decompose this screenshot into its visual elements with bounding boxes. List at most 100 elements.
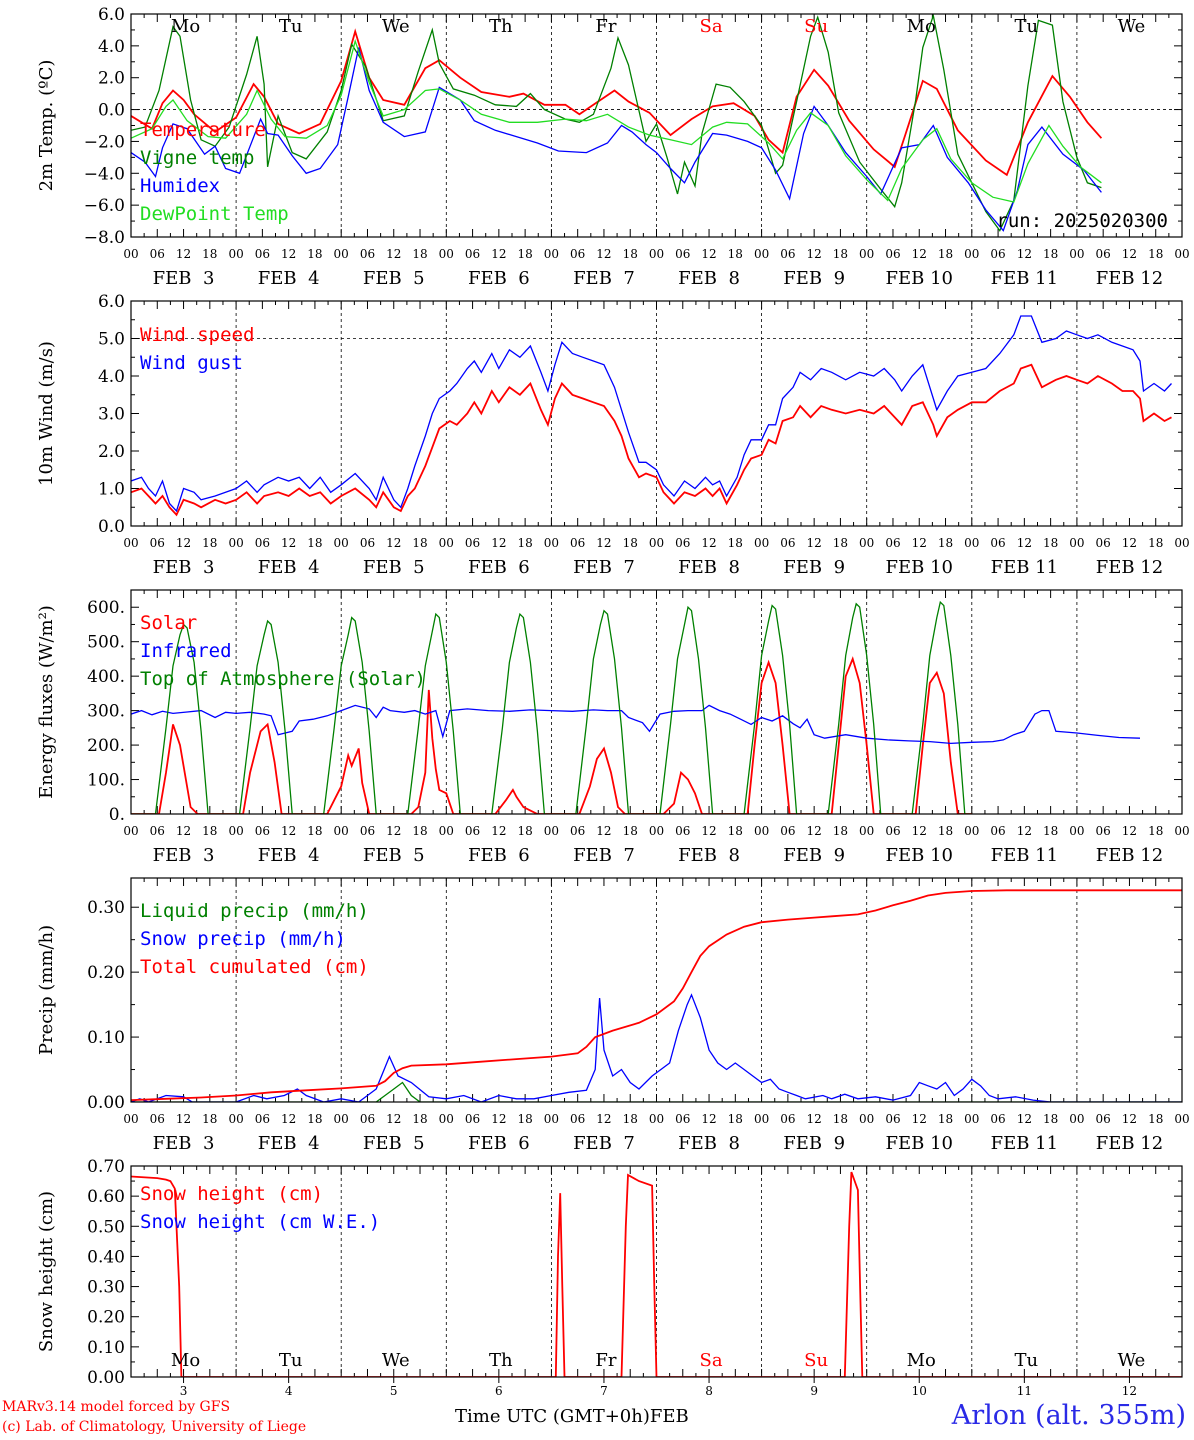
x-tick-label: 18 xyxy=(307,536,322,550)
date-label: FEB 3 xyxy=(153,557,215,578)
x-tick-label: 18 xyxy=(938,536,953,550)
y-tick-label: −2.0 xyxy=(84,132,125,152)
x-tick-label: 00 xyxy=(1069,1112,1084,1126)
x-tick-label: 06 xyxy=(150,1112,165,1126)
x-tick-label: 18 xyxy=(938,824,953,838)
x-tick-label: 12 xyxy=(1122,536,1137,550)
x-tick-label: 06 xyxy=(150,824,165,838)
date-label: FEB 12 xyxy=(1096,268,1163,289)
day-of-week-label: Fr xyxy=(595,16,616,37)
x-tick-label: 12 xyxy=(491,1112,506,1126)
y-axis-label: Snow height (cm) xyxy=(36,1191,57,1352)
x-tick-label: 06 xyxy=(570,824,585,838)
panel-frame xyxy=(130,13,1183,238)
x-tick-label: 12 xyxy=(701,824,716,838)
date-label: FEB 10 xyxy=(886,1133,953,1154)
panel-snow: 3 4 5 6 7 8 9 10 11 12 0.00 0.10 0.20 0.30 0.40 0.50 0.6… xyxy=(36,1157,1183,1398)
day-of-week-label: Tu xyxy=(279,16,303,37)
x-tick-label: 12 xyxy=(491,247,506,261)
y-tick-label: 4.0 xyxy=(98,37,125,57)
y-tick-label: 200. xyxy=(87,736,125,756)
y-tick-label: 0.0 xyxy=(98,517,125,537)
y-tick-label: 1.0 xyxy=(98,480,125,500)
day-number-label: 8 xyxy=(705,1384,713,1398)
series-line-snow-height-cm- xyxy=(131,1171,1182,1377)
date-label: FEB 6 xyxy=(468,557,530,578)
x-tick-label: 18 xyxy=(517,824,532,838)
x-tick-label: 18 xyxy=(1148,824,1163,838)
legend-entry: Total cumulated (cm) xyxy=(140,956,369,978)
legend-entry: Temperature xyxy=(140,119,266,141)
date-label: FEB 11 xyxy=(991,1133,1058,1154)
date-label: FEB 3 xyxy=(153,268,215,289)
x-tick-label: 12 xyxy=(281,1112,296,1126)
x-tick-label: 18 xyxy=(412,536,427,550)
day-of-week-label: Su xyxy=(804,1350,828,1371)
x-tick-label: 06 xyxy=(675,824,690,838)
date-label: FEB 9 xyxy=(783,845,845,866)
legend-entry: DewPoint Temp xyxy=(140,203,289,225)
x-tick-label: 00 xyxy=(123,1112,138,1126)
x-tick-label: 00 xyxy=(544,536,559,550)
x-tick-label: 06 xyxy=(150,247,165,261)
x-tick-label: 12 xyxy=(281,536,296,550)
date-label: FEB 6 xyxy=(468,1133,530,1154)
y-tick-label: 6.0 xyxy=(98,5,125,25)
x-tick-label: 12 xyxy=(1017,824,1032,838)
x-tick-label: 12 xyxy=(386,536,401,550)
date-label: FEB 9 xyxy=(783,1133,845,1154)
x-tick-label: 18 xyxy=(1043,247,1058,261)
y-tick-label: 0.30 xyxy=(87,898,125,918)
legend-entry: Snow height (cm W.E.) xyxy=(140,1211,380,1233)
date-label: FEB 9 xyxy=(783,268,845,289)
x-tick-label: 06 xyxy=(675,536,690,550)
x-tick-label: 12 xyxy=(176,536,191,550)
x-tick-label: 12 xyxy=(386,247,401,261)
y-tick-label: 0.50 xyxy=(87,1217,125,1237)
x-tick-label: 06 xyxy=(990,824,1005,838)
x-tick-label: 18 xyxy=(623,536,638,550)
y-tick-label: 0. xyxy=(109,805,125,825)
x-tick-label: 18 xyxy=(728,536,743,550)
legend-entry: Snow height (cm) xyxy=(140,1183,323,1205)
y-tick-label: −6.0 xyxy=(84,196,125,216)
x-tick-label: 06 xyxy=(990,1112,1005,1126)
x-tick-label: 06 xyxy=(255,536,270,550)
legend-entry: Infrared xyxy=(140,640,232,662)
x-tick-label: 06 xyxy=(465,247,480,261)
x-tick-label: 18 xyxy=(728,1112,743,1126)
x-tick-label: 12 xyxy=(1122,247,1137,261)
x-tick-label: 18 xyxy=(307,1112,322,1126)
x-tick-label: 12 xyxy=(1017,536,1032,550)
date-label: FEB 10 xyxy=(886,845,953,866)
x-tick-label: 06 xyxy=(780,247,795,261)
y-tick-label: 0.20 xyxy=(87,963,125,983)
x-tick-label: 00 xyxy=(649,824,664,838)
x-tick-label: 18 xyxy=(1043,1112,1058,1126)
series-line-vigne-temp xyxy=(131,14,1102,232)
series-line-solar xyxy=(131,656,972,814)
x-tick-label: 00 xyxy=(123,536,138,550)
date-label: FEB 3 xyxy=(153,845,215,866)
day-of-week-label: Tu xyxy=(1015,16,1039,37)
x-tick-label: 06 xyxy=(1096,536,1111,550)
panel-frame xyxy=(130,877,1183,1103)
y-tick-label: 3.0 xyxy=(98,405,125,425)
y-tick-label: 100. xyxy=(87,771,125,791)
x-tick-label: 06 xyxy=(255,1112,270,1126)
series-line-wind-gust xyxy=(131,315,1172,513)
y-axis-label: 2m Temp. (ºC) xyxy=(36,60,57,192)
credit-line-1: MARv3.14 model forced by GFS xyxy=(2,1399,231,1415)
x-tick-label: 00 xyxy=(649,247,664,261)
x-tick-label: 12 xyxy=(596,536,611,550)
x-tick-label: 00 xyxy=(544,824,559,838)
x-tick-label: 00 xyxy=(1174,1112,1189,1126)
x-tick-label: 00 xyxy=(859,536,874,550)
x-tick-label: 12 xyxy=(807,536,822,550)
y-tick-label: 6.0 xyxy=(98,292,125,312)
date-label: FEB 8 xyxy=(678,268,740,289)
x-tick-label: 00 xyxy=(334,1112,349,1126)
x-tick-label: 06 xyxy=(465,536,480,550)
y-axis-label: Precip (mm/h) xyxy=(36,925,57,1055)
